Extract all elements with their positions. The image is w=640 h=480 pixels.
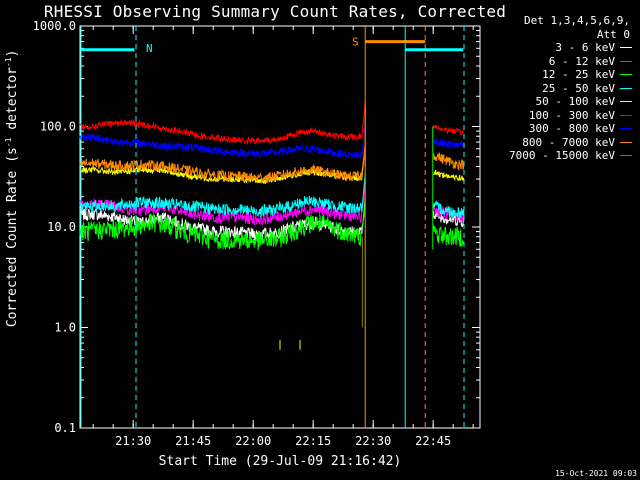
legend-entry: 6 - 12 keV [486, 55, 636, 69]
legend-entry: 3 - 6 keV [486, 41, 636, 55]
legend-label: 12 - 25 keV [542, 68, 615, 81]
x-tick-label: 22:15 [295, 434, 331, 448]
legend: Det 1,3,4,5,6,9, Att 0 3 - 6 keV 6 - 12 k… [486, 14, 636, 163]
legend-header-line2: Att 0 [596, 27, 630, 41]
legend-swatch [620, 101, 632, 103]
legend-header-line1: Det 1,3,4,5,6,9, [524, 14, 630, 27]
series-line [79, 101, 366, 145]
series-line [79, 120, 366, 160]
x-tick-label: 21:30 [115, 434, 151, 448]
legend-swatch [620, 74, 632, 76]
y-tick-label: 1.0 [54, 321, 76, 335]
legend-swatch [620, 128, 632, 130]
x-tick-label: 22:30 [355, 434, 391, 448]
series-line [432, 152, 465, 171]
x-tick-label: 22:45 [415, 434, 451, 448]
legend-entry: 100 - 300 keV [486, 109, 636, 123]
legend-label: 7000 - 15000 keV [509, 149, 615, 162]
series-line [79, 173, 366, 218]
legend-entry: 25 - 50 keV [486, 82, 636, 96]
legend-entry: 7000 - 15000 keV [486, 149, 636, 163]
flag-label-s: S [352, 36, 359, 49]
y-axis-label: Corrected Count Rate (s-1 detector-1) [3, 49, 21, 328]
legend-swatch [620, 87, 632, 89]
x-axis-label: Start Time (29-Jul-09 21:16:42) [158, 454, 402, 469]
series-line [79, 202, 366, 251]
legend-label: 100 - 300 keV [528, 108, 615, 122]
chart-title: RHESSI Observing Summary Count Rates, Co… [43, 2, 507, 21]
legend-label: 6 - 12 keV [548, 54, 615, 68]
x-tick-label: 22:00 [235, 434, 271, 448]
legend-entry: 50 - 100 keV [486, 95, 636, 109]
legend-swatch [620, 114, 632, 116]
series-line [432, 224, 465, 247]
series-line [433, 138, 465, 150]
legend-label: 300 - 800 keV [528, 122, 615, 135]
legend-swatch [620, 47, 632, 49]
legend-swatch [620, 60, 632, 62]
legend-entry: 800 - 7000 keV [486, 136, 636, 150]
legend-label: 800 - 7000 keV [522, 135, 615, 149]
y-tick-label: 1000.0 [33, 19, 76, 33]
legend-swatch [620, 141, 632, 143]
flag-label-n: N [146, 42, 153, 55]
x-tick-label: 21:45 [175, 434, 211, 448]
y-tick-label: 100.0 [40, 120, 76, 134]
legend-swatch [620, 155, 632, 157]
series-line [79, 198, 366, 241]
series-line [432, 199, 465, 219]
legend-label: 3 - 6 keV [555, 41, 615, 54]
series-line [432, 124, 464, 136]
series-line [79, 141, 366, 184]
legend-entry: 12 - 25 keV [486, 68, 636, 82]
footer-timestamp: 15-Oct-2021 09:03 [555, 469, 637, 478]
legend-entry: 300 - 800 keV [486, 122, 636, 136]
legend-label: 50 - 100 keV [535, 95, 615, 108]
series-line [432, 169, 465, 182]
legend-label: 25 - 50 keV [542, 81, 615, 95]
y-tick-label: 10.0 [47, 220, 76, 234]
y-tick-label: 0.1 [54, 421, 76, 435]
